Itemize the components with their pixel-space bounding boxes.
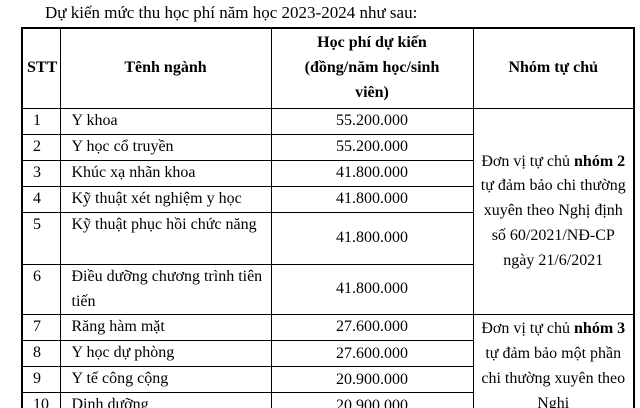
table-row: 1 Y khoa 55.200.000 Đơn vị tự chủ nhóm 2…	[21, 107, 635, 316]
row-hoc-phi: 41.800.000	[270, 263, 474, 316]
table-header-row: STT Tênh ngành Học phí dự kiến (đồng/năm…	[21, 27, 635, 109]
group-cell-nhom-2: Đơn vị tự chủ nhóm 2 tự đảm bảo chi thườ…	[472, 107, 635, 316]
row-nganh: Điều dưỡng chương trình tiên tiến	[59, 263, 272, 316]
row-hoc-phi: 41.800.000	[270, 159, 474, 187]
row-hoc-phi: 41.800.000	[270, 185, 474, 213]
row-stt: 7	[21, 314, 61, 342]
group-text-before: Đơn vị tự chủ	[481, 320, 575, 338]
group-text-after: tự đảm bảo một phần chi thường xuyên the…	[481, 345, 626, 408]
group-text-after: tự đảm bảo chi thường xuyên theo Nghị đị…	[480, 177, 626, 269]
row-nganh: Răng hàm mặt	[59, 314, 272, 342]
row-stt: 3	[21, 159, 61, 187]
row-hoc-phi: 41.800.000	[270, 211, 474, 265]
col-header-nganh: Tênh ngành	[59, 27, 272, 109]
table-row: 3 Khúc xạ nhãn khoa 41.800.000	[21, 159, 634, 187]
group-cell-nhom-3: Đơn vị tự chủ nhóm 3 tự đảm bảo một phần…	[472, 314, 635, 408]
row-stt: 4	[21, 185, 61, 213]
table-row: 5 Kỹ thuật phục hồi chức năng 41.800.000	[21, 211, 634, 265]
row-stt: 8	[21, 340, 61, 368]
table-row: 10 Dinh dưỡng 20.900.000	[21, 392, 634, 408]
col-header-stt: STT	[21, 27, 61, 109]
row-stt: 2	[21, 133, 61, 161]
row-hoc-phi: 20.900.000	[270, 366, 474, 394]
row-nganh: Y học dự phòng	[59, 340, 272, 368]
row-stt: 9	[21, 366, 61, 394]
row-nganh: Khúc xạ nhãn khoa	[59, 159, 272, 187]
row-nganh: Y học cổ truyền	[59, 133, 272, 161]
row-hoc-phi: 55.200.000	[270, 133, 474, 161]
row-stt: 6	[21, 263, 61, 316]
row-nganh: Kỹ thuật xét nghiệm y học	[59, 185, 272, 213]
row-stt: 10	[21, 392, 61, 408]
row-nganh: Y tế công cộng	[59, 366, 272, 394]
row-stt: 1	[21, 107, 61, 135]
col-header-nhom: Nhóm tự chủ	[472, 27, 635, 109]
tuition-table: STT Tênh ngành Học phí dự kiến (đồng/năm…	[21, 27, 635, 408]
group-text-before: Đơn vị tự chủ	[481, 152, 575, 170]
row-stt: 5	[21, 211, 61, 265]
col-header-hoc-phi: Học phí dự kiến (đồng/năm học/sinh viên)	[270, 27, 474, 109]
row-nganh: Y khoa	[59, 107, 272, 135]
page-title: Dự kiến mức thu học phí năm học 2023-202…	[45, 3, 418, 22]
group-bold-term: nhóm 3	[574, 320, 626, 338]
table-row: 8 Y học dự phòng 27.600.000	[21, 340, 634, 368]
row-hoc-phi: 27.600.000	[270, 340, 474, 368]
table-row: 6 Điều dưỡng chương trình tiên tiến 41.8…	[21, 263, 634, 316]
table-row: 7 Răng hàm mặt 27.600.000 Đơn vị tự chủ …	[21, 314, 635, 408]
row-hoc-phi: 20.900.000	[270, 392, 474, 408]
row-hoc-phi: 27.600.000	[270, 314, 474, 342]
row-nganh: Dinh dưỡng	[59, 392, 272, 408]
table-row: 9 Y tế công cộng 20.900.000	[21, 366, 634, 394]
group-bold-term: nhóm 2	[574, 152, 626, 170]
row-hoc-phi: 55.200.000	[270, 107, 474, 135]
row-nganh: Kỹ thuật phục hồi chức năng	[59, 211, 272, 265]
table-row: 2 Y học cổ truyền 55.200.000	[21, 133, 634, 161]
